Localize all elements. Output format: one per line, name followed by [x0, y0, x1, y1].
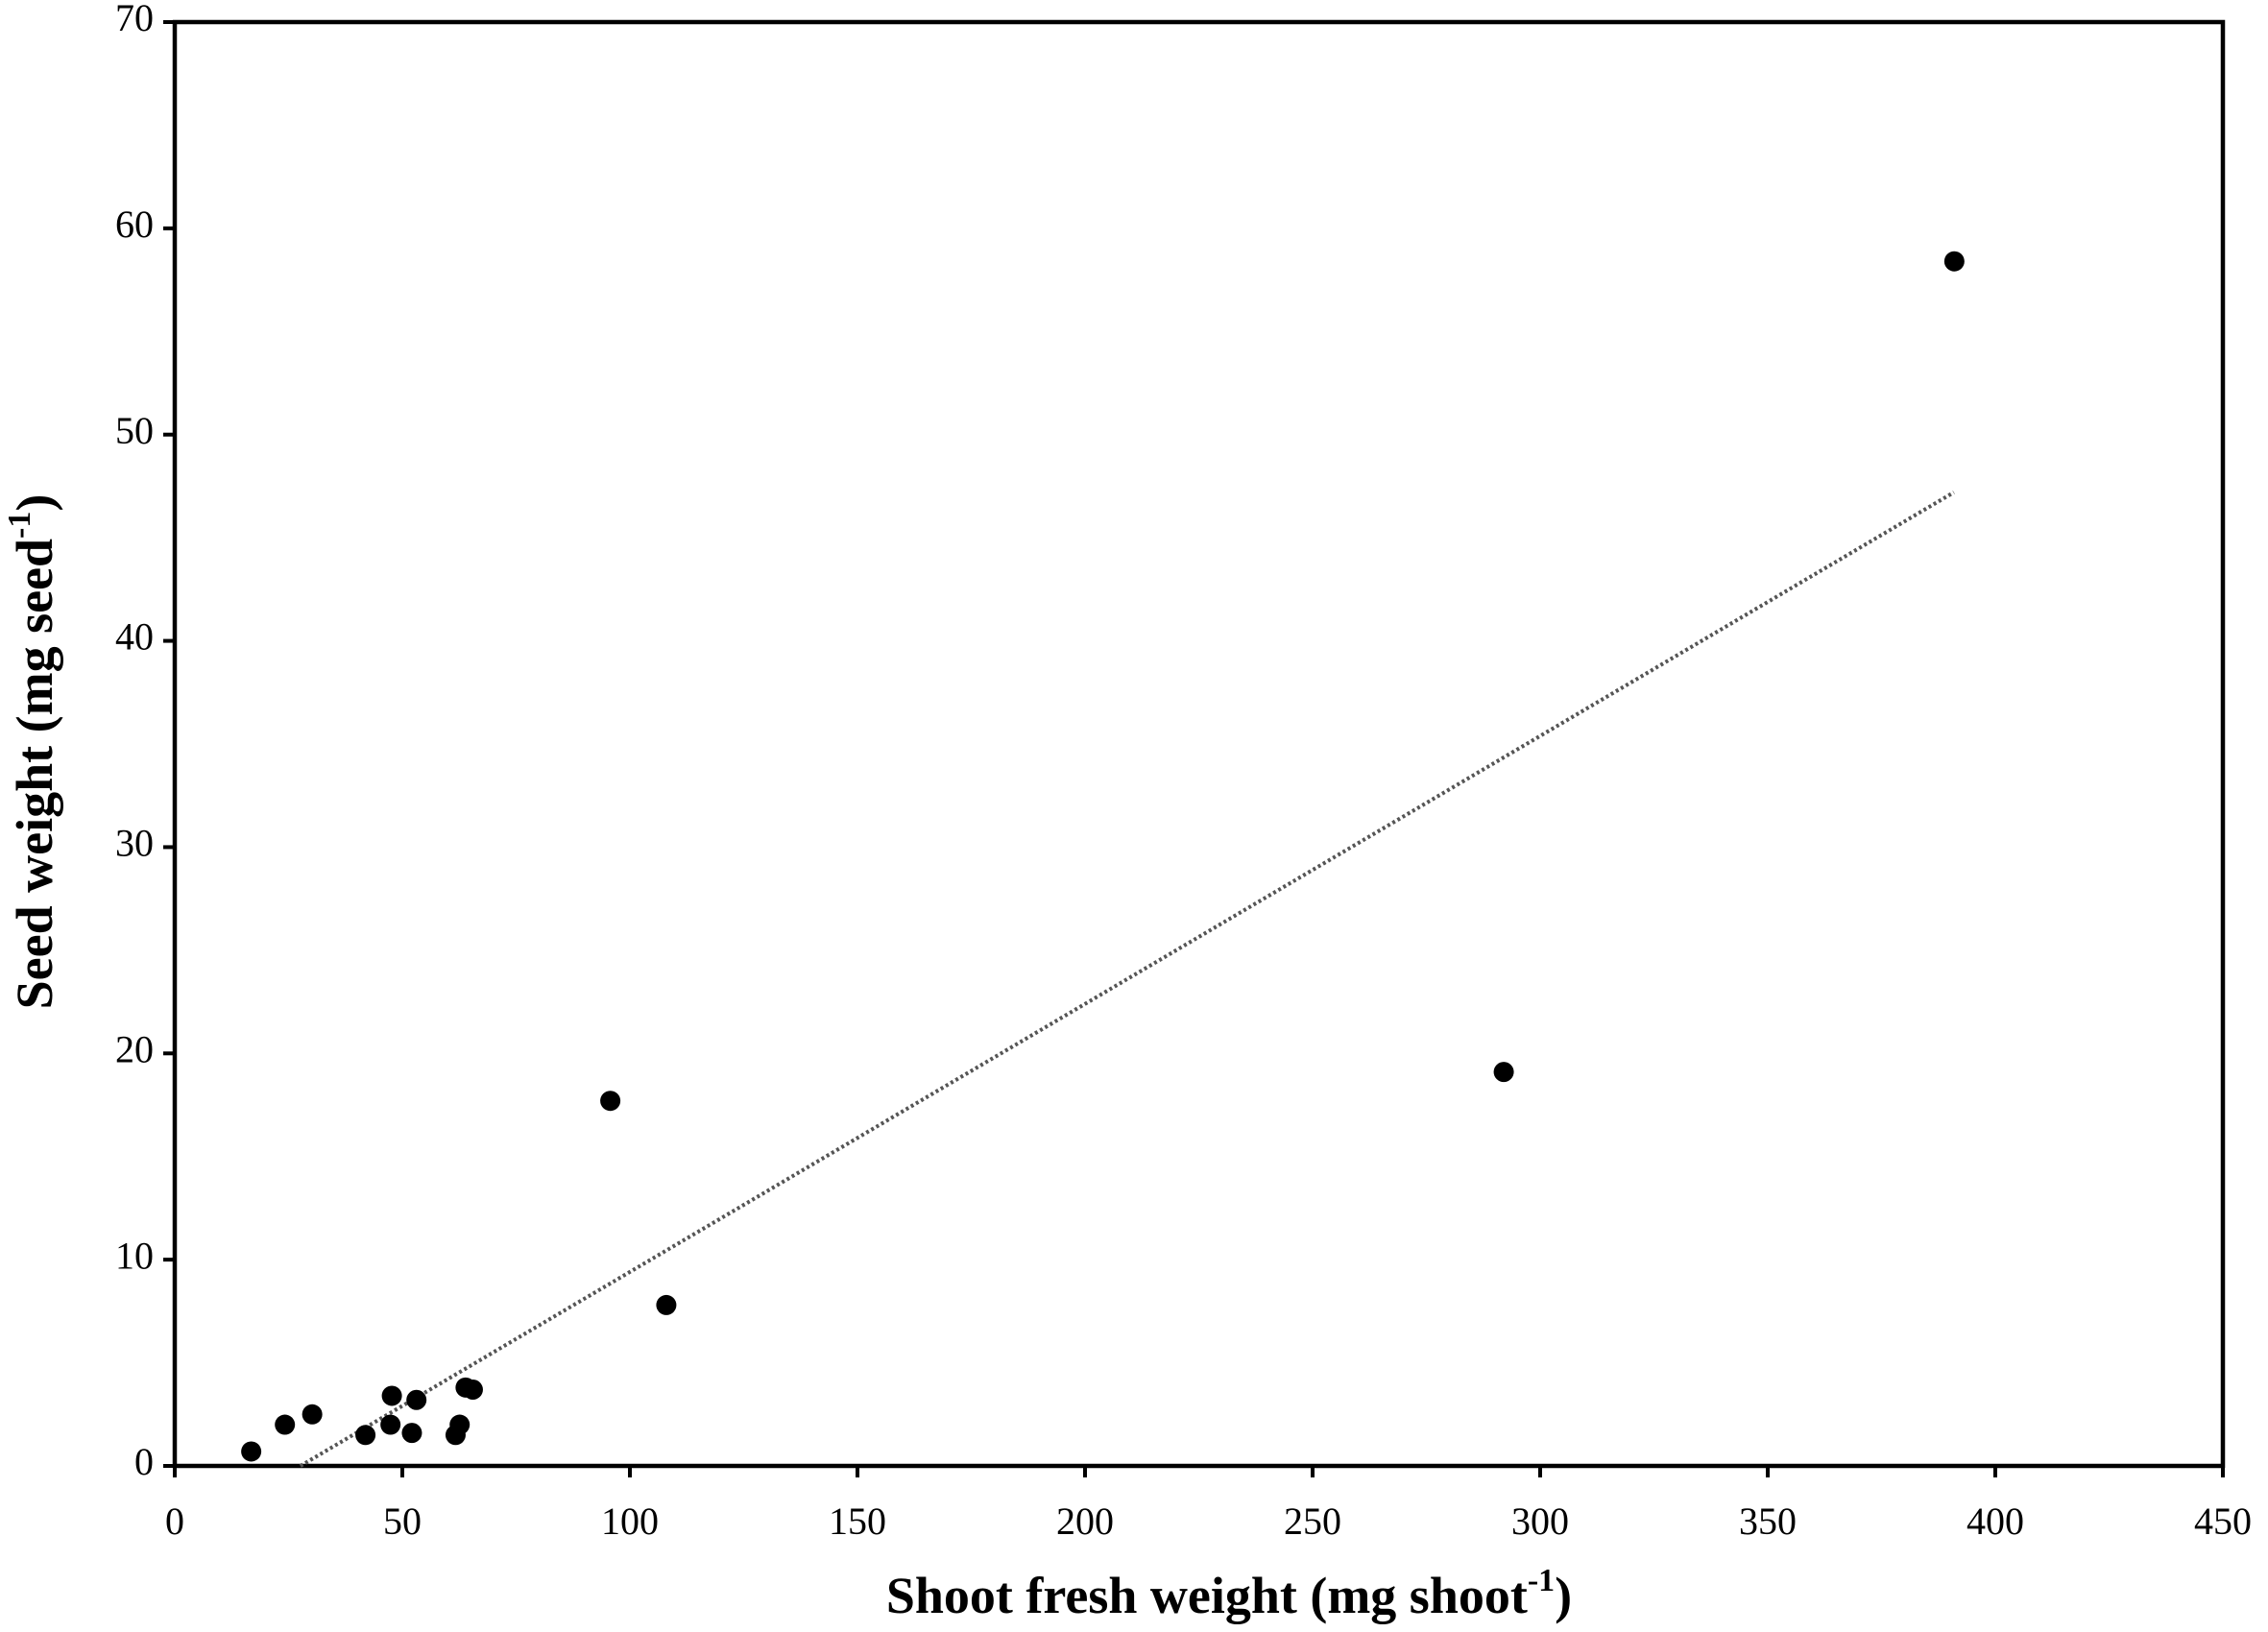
x-axis-title-part: -1: [1528, 1563, 1555, 1598]
data-point: [302, 1404, 323, 1425]
y-axis-title-part: ): [6, 494, 63, 512]
x-tick-label: 100: [601, 1500, 659, 1543]
y-tick-label: 10: [115, 1234, 154, 1277]
x-tick-label: 300: [1511, 1500, 1569, 1543]
x-axis-title: Shoot fresh weight (mg shoot-1): [886, 1563, 1572, 1624]
y-tick-label: 40: [115, 615, 154, 659]
data-point: [275, 1414, 296, 1435]
data-point: [380, 1414, 401, 1435]
data-point: [600, 1091, 621, 1112]
y-tick-label: 70: [115, 0, 154, 39]
x-tick-label: 50: [383, 1500, 422, 1543]
x-axis-title-part: Shoot fresh weight (mg shoot: [886, 1567, 1528, 1624]
y-tick-label: 60: [115, 203, 154, 246]
data-point: [381, 1385, 402, 1406]
x-tick-label: 200: [1056, 1500, 1114, 1543]
y-axis-title-part: Seed weight (mg seed: [6, 539, 63, 1009]
data-point: [355, 1425, 376, 1446]
data-point: [656, 1294, 677, 1315]
data-point: [401, 1423, 422, 1444]
data-point: [1493, 1062, 1514, 1083]
y-axis-title: Seed weight (mg seed-1): [2, 494, 63, 1010]
trend-line: [299, 491, 1955, 1468]
y-tick-label: 30: [115, 822, 154, 865]
data-point: [462, 1380, 483, 1401]
y-tick-label: 50: [115, 409, 154, 452]
y-axis-title-part: -1: [2, 512, 37, 539]
y-tick-label: 20: [115, 1027, 154, 1070]
plot-frame: [172, 19, 2226, 1469]
data-point: [406, 1389, 427, 1410]
x-tick-label: 350: [1739, 1500, 1797, 1543]
data-point: [1943, 251, 1965, 272]
data-point: [449, 1414, 470, 1435]
data-point: [241, 1441, 262, 1462]
x-tick-label: 400: [1966, 1500, 2024, 1543]
x-tick-label: 150: [829, 1500, 886, 1543]
x-tick-label: 450: [2194, 1500, 2252, 1543]
x-tick-label: 250: [1284, 1500, 1341, 1543]
x-tick-label: 0: [165, 1500, 184, 1543]
x-axis-title-part: ): [1555, 1567, 1572, 1624]
y-tick-label: 0: [134, 1440, 154, 1483]
